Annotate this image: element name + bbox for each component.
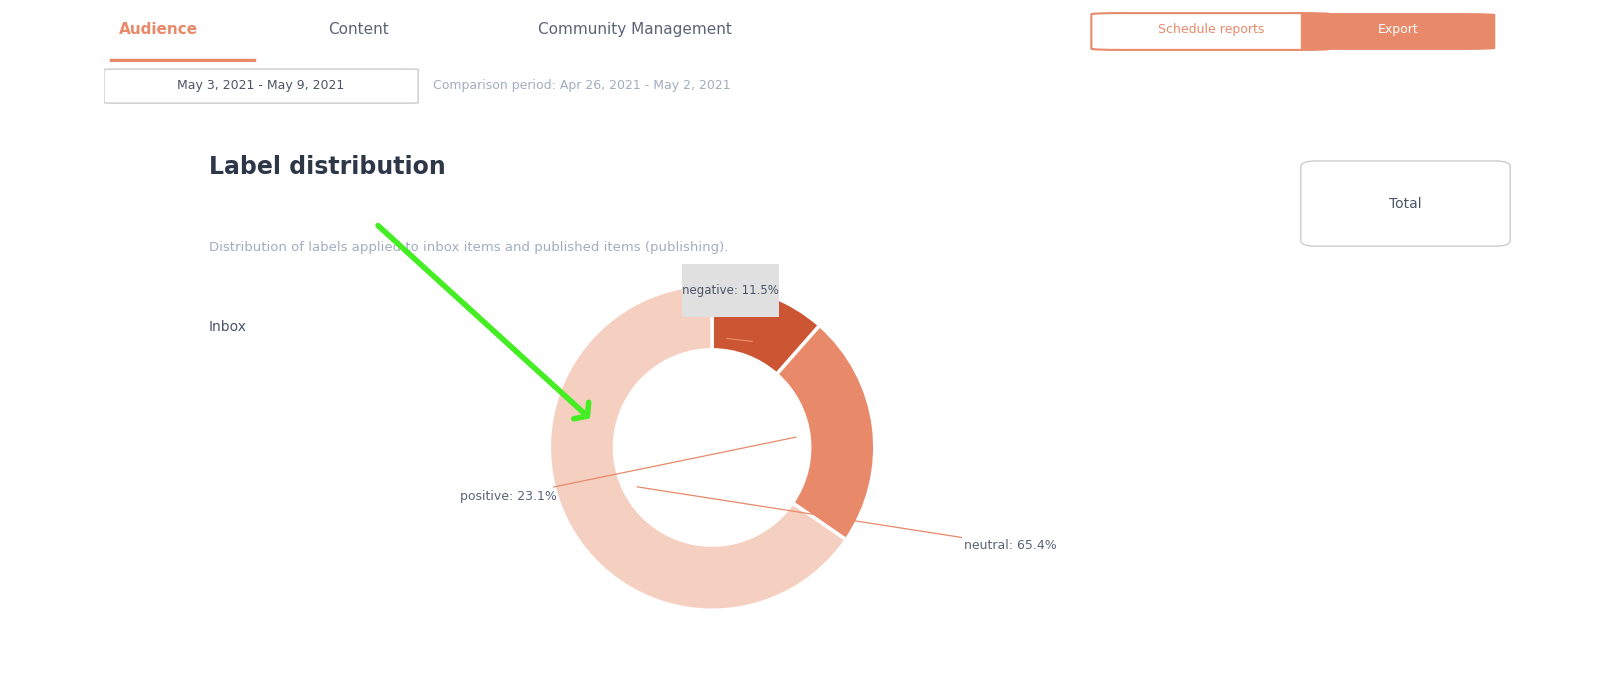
Text: May 3, 2021 - May 9, 2021: May 3, 2021 - May 9, 2021 (178, 79, 344, 92)
FancyBboxPatch shape (1301, 13, 1496, 50)
Text: neutral: 65.4%: neutral: 65.4% (637, 487, 1058, 552)
Text: Distribution of labels applied to inbox items and published items (publishing).: Distribution of labels applied to inbox … (208, 241, 728, 254)
Wedge shape (776, 325, 875, 540)
Text: Label distribution: Label distribution (208, 155, 445, 179)
FancyBboxPatch shape (1301, 161, 1510, 246)
Text: Content: Content (328, 22, 389, 37)
Text: Comparison period: Apr 26, 2021 - May 2, 2021: Comparison period: Apr 26, 2021 - May 2,… (434, 79, 731, 92)
Wedge shape (549, 285, 846, 610)
Text: Schedule reports: Schedule reports (1158, 24, 1264, 37)
Text: Export: Export (1378, 24, 1419, 37)
FancyBboxPatch shape (1091, 13, 1331, 50)
Text: negative: 11.5%: negative: 11.5% (682, 284, 779, 298)
FancyBboxPatch shape (104, 69, 418, 103)
FancyBboxPatch shape (682, 264, 779, 317)
Text: Audience: Audience (118, 22, 198, 37)
Wedge shape (712, 285, 819, 374)
Text: positive: 23.1%: positive: 23.1% (459, 437, 797, 503)
Text: Inbox: Inbox (208, 320, 246, 334)
Text: Total: Total (1389, 197, 1422, 211)
Text: Community Management: Community Management (538, 22, 731, 37)
